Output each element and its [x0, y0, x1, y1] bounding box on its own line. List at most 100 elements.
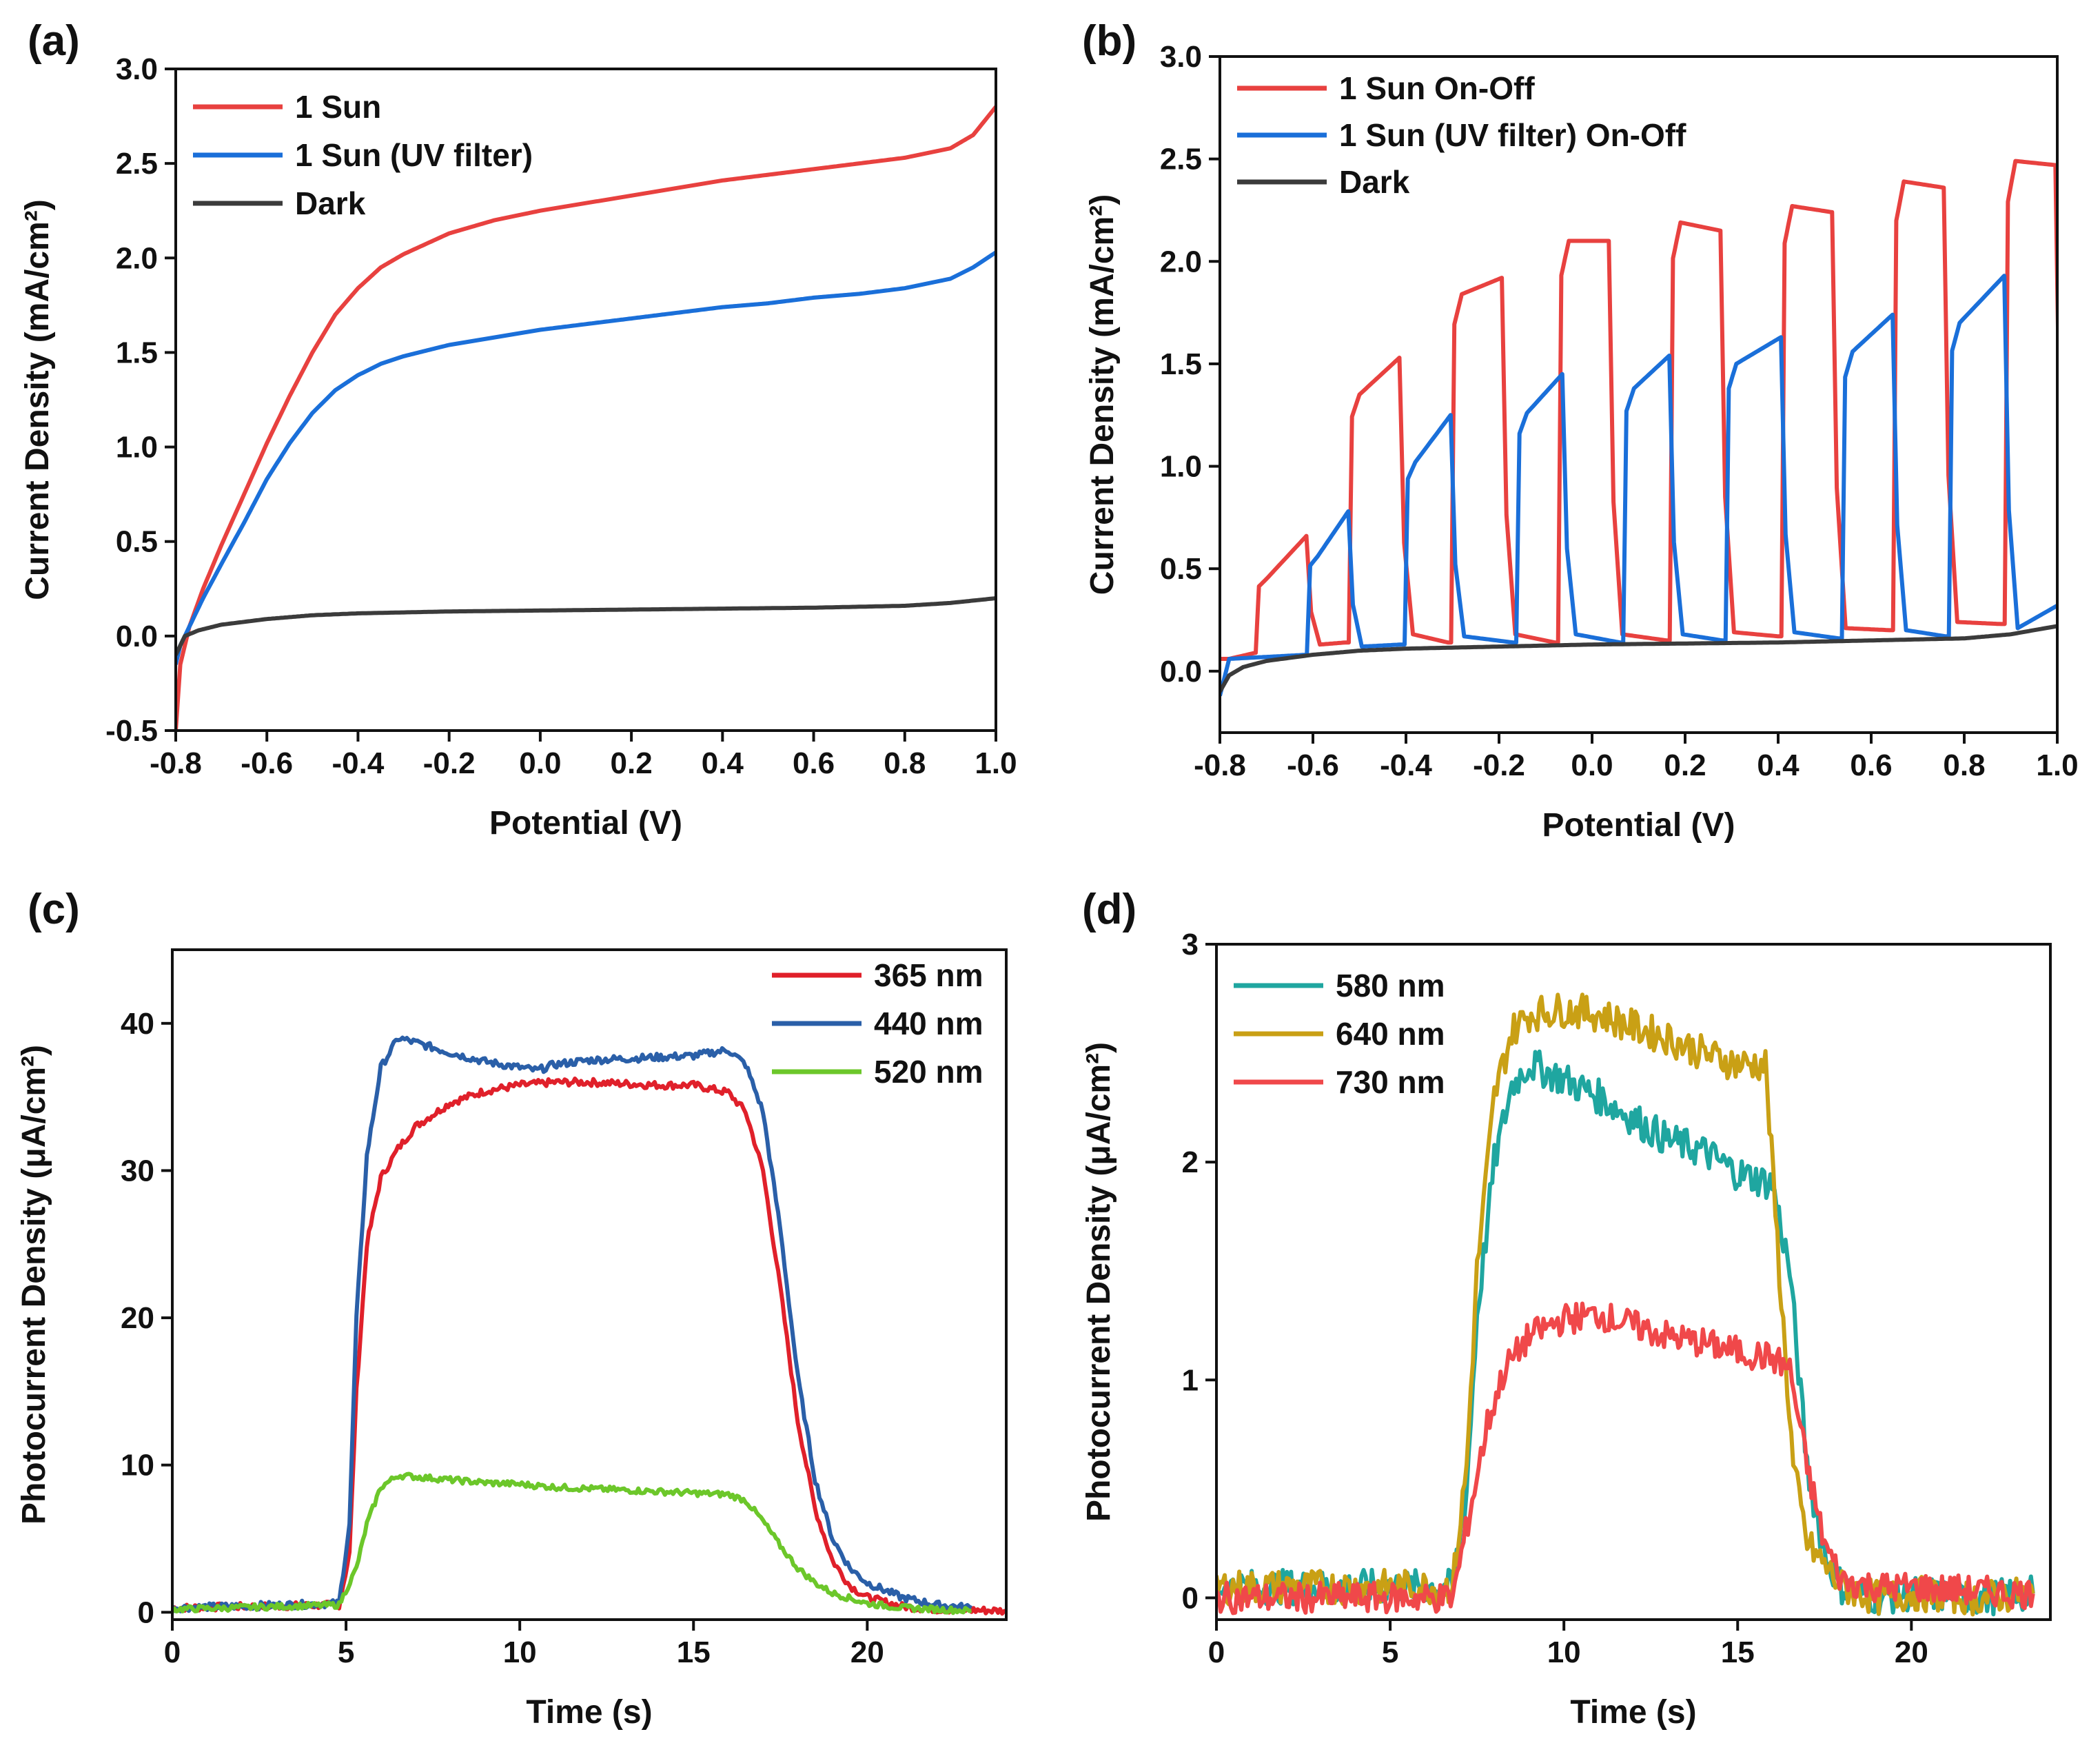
plot-frame: [171, 948, 1008, 1621]
y-tick-label: 1.0: [1160, 450, 1202, 484]
x-tick-label: 5: [1382, 1635, 1398, 1669]
y-tick-label: 2.5: [116, 147, 158, 181]
y-axis-label: Current Density (mA/cm²): [1084, 194, 1121, 595]
panel-a: (a) -0.8 -0.6 -0.4 -0.2 0.0 0.2 0.4 0.6 0.8 1.0 -0.…: [19, 17, 1017, 842]
legend-label: 1 Sun On-Off: [1339, 70, 1535, 106]
series-line-dark: [176, 596, 996, 656]
x-tick-label: 0.2: [1664, 748, 1706, 782]
y-tick-label: 3.0: [116, 52, 158, 86]
y-tick-label: 0.5: [116, 525, 158, 559]
series-line-365-nm: [172, 1077, 1006, 1616]
x-tick-label: 0.8: [884, 746, 926, 780]
series-line-580-nm: [1216, 1049, 2035, 1617]
y-tick-label: 30: [121, 1154, 154, 1188]
x-tick-label: 20: [1895, 1635, 1928, 1669]
x-tick-label: 15: [677, 1635, 711, 1669]
series-line-1-sun-uv-filter-on-off: [1220, 274, 2057, 697]
plot-area: [1220, 159, 2057, 697]
y-axis-label: Current Density (mA/cm²): [19, 199, 56, 600]
x-axis-label: Potential (V): [489, 805, 682, 842]
y-tick-label: 2.5: [1160, 143, 1202, 176]
legend-label: Dark: [1339, 164, 1410, 200]
x-tick-label: 0.6: [1850, 748, 1892, 782]
x-tick-label: 0: [164, 1635, 181, 1669]
x-tick-label: -0.4: [1380, 748, 1432, 782]
x-tick-label: 0: [1208, 1635, 1225, 1669]
y-axis-label: Photocurrent Density (μA/cm²): [1081, 1042, 1117, 1522]
plot-area: [172, 1035, 1006, 1616]
legend-label: 580 nm: [1336, 968, 1445, 1003]
x-tick-label: 0.0: [519, 746, 561, 780]
x-tick-label: -0.6: [1287, 748, 1339, 782]
legend-label: Dark: [295, 185, 366, 221]
x-tick-label: 0.4: [1757, 748, 1800, 782]
x-tick-label: 0.6: [793, 746, 835, 780]
series-line-520-nm: [172, 1471, 972, 1615]
panel-label: (b): [1082, 17, 1136, 65]
plot-area: [176, 105, 996, 731]
y-tick-label: 40: [121, 1007, 154, 1041]
x-tick-label: -0.6: [241, 746, 293, 780]
series-line-dark: [1220, 624, 2057, 693]
panel-label: (c): [28, 886, 80, 933]
y-tick-label: 1.5: [1160, 347, 1202, 381]
y-tick-label: 10: [121, 1449, 154, 1482]
x-tick-label: -0.2: [1473, 748, 1525, 782]
panel-d: (d) 0 5 10 15 20 0 1 2 3 Time (s) Photocurrent Dens…: [1081, 886, 2052, 1731]
x-tick-label: -0.4: [332, 746, 385, 780]
series-line-730-nm: [1216, 1301, 2035, 1615]
plot-frame: [1215, 943, 2052, 1621]
y-tick-label: 3: [1182, 928, 1199, 961]
x-axis-label: Potential (V): [1542, 807, 1735, 844]
panel-label: (a): [28, 17, 80, 65]
y-tick-label: 20: [121, 1301, 154, 1335]
series-line-1-sun: [176, 105, 996, 731]
series-line-440-nm: [172, 1035, 972, 1613]
x-axis-label: Time (s): [1570, 1694, 1696, 1731]
legend-label: 730 nm: [1336, 1064, 1445, 1100]
y-tick-label: 3.0: [1160, 40, 1202, 74]
x-tick-label: 10: [503, 1635, 537, 1669]
legend-label: 440 nm: [874, 1006, 983, 1041]
series-line-1-sun-on-off: [1220, 159, 2057, 661]
y-tick-label: 1.5: [116, 336, 158, 369]
x-axis-label: Time (s): [526, 1694, 652, 1731]
y-tick-label: 2.0: [116, 241, 158, 275]
plot-area: [1216, 992, 2035, 1617]
panel-b: (b) -0.8 -0.6 -0.4 -0.2 0.0 0.2 0.4 0.6 0.8 1.0 0.0…: [1082, 17, 2079, 844]
x-tick-label: 0.8: [1943, 748, 1985, 782]
x-tick-label: -0.2: [423, 746, 476, 780]
y-tick-label: 2.0: [1160, 245, 1202, 278]
x-tick-label: 1.0: [2036, 748, 2078, 782]
x-tick-label: 1.0: [975, 746, 1017, 780]
x-tick-label: 10: [1547, 1635, 1581, 1669]
y-tick-label: 2: [1182, 1145, 1199, 1179]
plot-frame: [1219, 55, 2059, 734]
x-tick-label: 0.2: [611, 746, 653, 780]
legend-label: 1 Sun (UV filter): [295, 137, 533, 173]
legend-label: 1 Sun (UV filter) On-Off: [1339, 117, 1686, 153]
y-tick-label: 0.5: [1160, 552, 1202, 586]
y-tick-label: 0.0: [1160, 655, 1202, 689]
y-tick-label: 1.0: [116, 431, 158, 465]
x-tick-label: 0.0: [1571, 748, 1613, 782]
legend-label: 365 nm: [874, 957, 983, 993]
x-tick-label: -0.8: [1194, 748, 1246, 782]
y-tick-label: 0: [138, 1596, 154, 1629]
y-tick-label: 0.0: [116, 620, 158, 653]
panel-c: (c) 0 5 10 15 20 0 10 20 30 40 Time (s) Photocurrent…: [16, 886, 1008, 1731]
x-tick-label: 20: [850, 1635, 884, 1669]
x-tick-label: 5: [338, 1635, 354, 1669]
x-tick-label: -0.8: [150, 746, 202, 780]
y-tick-label: 1: [1182, 1363, 1199, 1397]
plot-frame: [174, 68, 997, 732]
legend-label: 520 nm: [874, 1054, 983, 1090]
legend-label: 640 nm: [1336, 1016, 1445, 1052]
legend-label: 1 Sun: [295, 89, 381, 125]
y-tick-label: 0: [1182, 1581, 1199, 1615]
y-tick-label: -0.5: [105, 714, 158, 748]
x-tick-label: 0.4: [702, 746, 744, 780]
series-line-1-sun-uv-filter-: [176, 250, 996, 665]
x-tick-label: 15: [1721, 1635, 1755, 1669]
